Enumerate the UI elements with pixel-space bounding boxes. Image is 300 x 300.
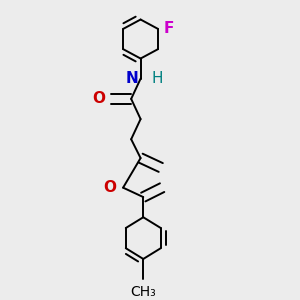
Text: CH₃: CH₃ (130, 284, 156, 298)
Text: O: O (103, 180, 116, 195)
Text: H: H (151, 71, 163, 86)
Text: O: O (93, 92, 106, 106)
Text: F: F (164, 21, 174, 36)
Text: N: N (125, 71, 138, 86)
